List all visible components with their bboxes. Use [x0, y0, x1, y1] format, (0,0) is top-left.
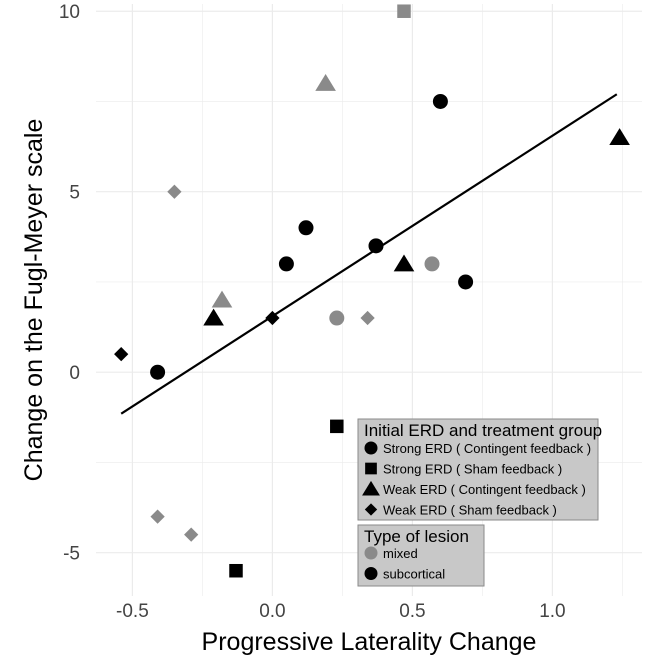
data-points — [114, 4, 630, 578]
data-point-circle — [278, 256, 294, 272]
legend-key-mixed — [364, 546, 378, 560]
data-point-triangle — [211, 290, 233, 308]
legend-color-title: Type of lesion — [364, 527, 469, 546]
data-point-circle — [329, 310, 345, 326]
legend-key-subcortical — [364, 567, 378, 580]
legend-shape-box — [357, 418, 599, 521]
legend-shape: Initial ERD and treatment group Strong E… — [357, 418, 602, 521]
data-point-square — [397, 4, 411, 18]
legend-color: Type of lesion mixed subcortical — [357, 524, 485, 587]
x-tick-label: 0.0 — [259, 601, 285, 622]
data-point-triangle — [203, 308, 224, 326]
legend-shape-label: Weak ERD ( Contingent feedback ) — [383, 482, 586, 497]
data-point-diamond — [360, 310, 375, 326]
legend-color-label: subcortical — [383, 567, 445, 582]
legend-color-box — [357, 524, 485, 587]
data-point-diamond — [184, 527, 199, 542]
y-tick-label: 10 — [59, 2, 80, 23]
legend-shape-title: Initial ERD and treatment group — [364, 421, 602, 440]
data-point-diamond — [265, 310, 280, 326]
data-point-circle — [298, 220, 314, 236]
x-tick-label: 0.5 — [399, 601, 425, 622]
data-point-circle — [458, 274, 474, 290]
y-tick-label: -5 — [63, 544, 80, 565]
legend-shape-label: Strong ERD ( Sham feedback ) — [383, 462, 562, 477]
data-point-diamond — [167, 184, 182, 199]
legend-key-circle — [364, 441, 378, 455]
data-point-circle — [424, 256, 440, 272]
data-point-triangle — [315, 74, 336, 91]
legend-key-square — [365, 462, 377, 475]
y-tick-label: 5 — [69, 183, 80, 204]
data-point-circle — [432, 93, 448, 109]
legend-key-triangle — [362, 480, 380, 496]
axis-ticks: -0.5 0.0 0.5 1.0 -5 0 5 10 — [59, 2, 566, 622]
x-tick-label: 1.0 — [539, 601, 565, 622]
legend-color-entries: mixed subcortical — [364, 546, 445, 582]
y-axis-title: Change on the Fugl-Meyer scale — [20, 119, 48, 482]
legend-shape-entries: Strong ERD ( Contingent feedback ) Strong… — [362, 441, 591, 518]
legend-color-label: mixed — [383, 546, 418, 561]
data-point-diamond — [150, 509, 165, 524]
data-point-triangle — [609, 128, 630, 146]
data-point-diamond — [114, 347, 129, 362]
data-point-circle — [368, 238, 384, 254]
fit-line-group — [120, 93, 618, 415]
data-point-triangle — [393, 254, 415, 272]
data-point-square — [229, 563, 243, 578]
legend-shape-label: Strong ERD ( Contingent feedback ) — [383, 441, 591, 456]
data-point-square — [330, 419, 344, 434]
legend-shape-label: Weak ERD ( Sham feedback ) — [383, 503, 557, 518]
x-tick-label: -0.5 — [116, 601, 149, 622]
y-tick-label: 0 — [69, 363, 80, 384]
x-axis-title: Progressive Laterality Change — [202, 628, 537, 656]
legend-key-diamond — [364, 503, 378, 516]
data-point-circle — [150, 364, 166, 380]
regression-line — [120, 93, 618, 415]
